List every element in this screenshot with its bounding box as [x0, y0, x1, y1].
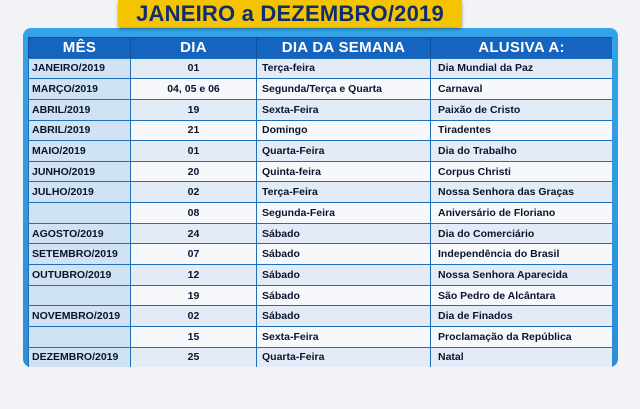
cell-alusiva: Dia de Finados — [430, 305, 612, 326]
cell-semana: Sábado — [256, 284, 430, 306]
cell-alusiva: Natal — [430, 346, 612, 368]
cell-semana: Segunda/Terça e Quarta — [256, 78, 430, 99]
cell-dia: 24 — [130, 222, 256, 244]
cell-semana: Domingo — [256, 119, 430, 141]
cell-dia: 01 — [130, 57, 256, 79]
cell-dia: 07 — [130, 243, 256, 265]
cell-alusiva: Proclamação da República — [430, 325, 612, 347]
cell-mes: ABRIL/2019 — [28, 98, 130, 120]
cell-dia: 25 — [130, 346, 256, 368]
cell-mes: NOVEMBRO/2019 — [28, 305, 130, 326]
cell-mes — [28, 325, 130, 347]
cell-dia: 01 — [130, 140, 256, 161]
cell-mes: OUTUBRO/2019 — [28, 264, 130, 285]
cell-dia: 20 — [130, 160, 256, 182]
cell-dia: 04, 05 e 06 — [130, 78, 256, 99]
cell-mes: ABRIL/2019 — [28, 119, 130, 141]
header-mes: MÊS — [28, 37, 130, 58]
cell-mes: JULHO/2019 — [28, 181, 130, 203]
cell-mes: MAIO/2019 — [28, 140, 130, 161]
cell-dia: 02 — [130, 181, 256, 203]
cell-mes: JANEIRO/2019 — [28, 57, 130, 79]
cell-semana: Segunda-Feira — [256, 202, 430, 223]
cell-semana: Quinta-feira — [256, 160, 430, 182]
cell-alusiva: Aniversário de Floriano — [430, 202, 612, 223]
cell-mes: DEZEMBRO/2019 — [28, 346, 130, 368]
cell-semana: Sexta-Feira — [256, 325, 430, 347]
header-dia-da-semana: DIA DA SEMANA — [256, 37, 430, 58]
cell-semana: Sábado — [256, 243, 430, 265]
cell-alusiva: Dia Mundial da Paz — [430, 57, 612, 79]
cell-dia: 19 — [130, 98, 256, 120]
cell-dia: 08 — [130, 202, 256, 223]
cell-alusiva: Independência do Brasil — [430, 243, 612, 265]
cell-semana: Terça-Feira — [256, 181, 430, 203]
cell-alusiva: Dia do Trabalho — [430, 140, 612, 161]
cell-semana: Quarta-Feira — [256, 140, 430, 161]
cell-mes — [28, 284, 130, 306]
cell-semana: Sábado — [256, 264, 430, 285]
cell-alusiva: Corpus Christi — [430, 160, 612, 182]
cell-dia: 15 — [130, 325, 256, 347]
cell-alusiva: Dia do Comerciário — [430, 222, 612, 244]
cell-alusiva: Carnaval — [430, 78, 612, 99]
header-alusiva: ALUSIVA A: — [430, 37, 612, 58]
cell-mes: JUNHO/2019 — [28, 160, 130, 182]
cell-semana: Sábado — [256, 222, 430, 244]
cell-semana: Sexta-Feira — [256, 98, 430, 120]
cell-semana: Sábado — [256, 305, 430, 326]
holiday-table: MÊS DIA DIA DA SEMANA ALUSIVA A: JANEIRO… — [28, 37, 612, 368]
cell-alusiva: São Pedro de Alcântara — [430, 284, 612, 306]
cell-alusiva: Nossa Senhora das Graças — [430, 181, 612, 203]
page-title: JANEIRO a DEZEMBRO/2019 — [118, 0, 462, 27]
cell-mes: MARÇO/2019 — [28, 78, 130, 99]
cell-dia: 21 — [130, 119, 256, 141]
cell-semana: Terça-feira — [256, 57, 430, 79]
cell-alusiva: Paixão de Cristo — [430, 98, 612, 120]
cell-dia: 12 — [130, 264, 256, 285]
cell-alusiva: Tiradentes — [430, 119, 612, 141]
cell-dia: 02 — [130, 305, 256, 326]
cell-mes: AGOSTO/2019 — [28, 222, 130, 244]
cell-alusiva: Nossa Senhora Aparecida — [430, 264, 612, 285]
cell-mes — [28, 202, 130, 223]
cell-dia: 19 — [130, 284, 256, 306]
header-dia: DIA — [130, 37, 256, 58]
cell-semana: Quarta-Feira — [256, 346, 430, 368]
cell-mes: SETEMBRO/2019 — [28, 243, 130, 265]
